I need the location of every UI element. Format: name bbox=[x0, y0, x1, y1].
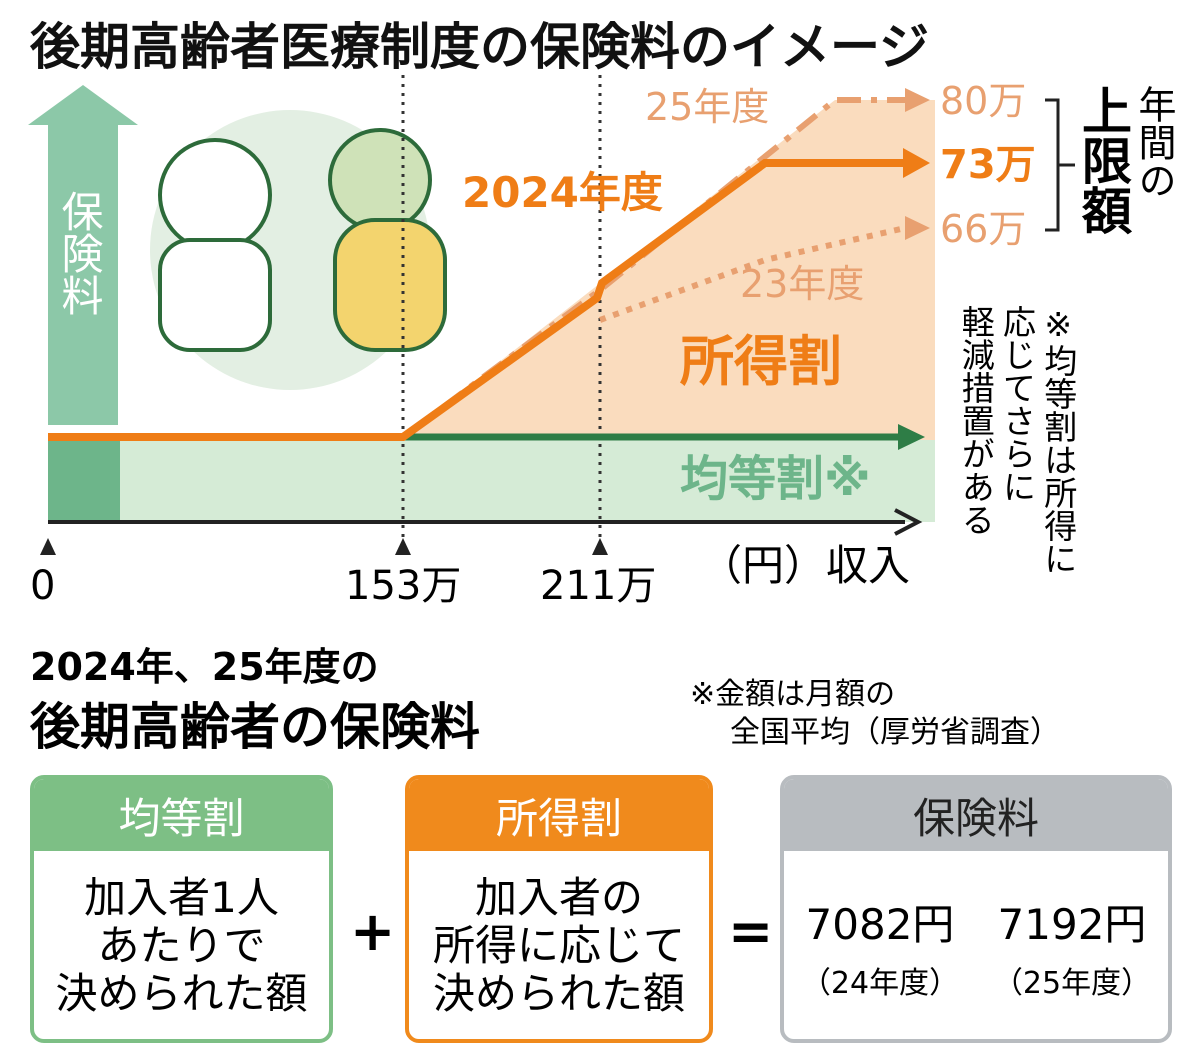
premium-year: （25年度） bbox=[992, 965, 1152, 1001]
income-share-label: 所得割 bbox=[680, 330, 842, 393]
marker-triangle bbox=[395, 538, 411, 555]
arrow-fy2024 bbox=[903, 148, 930, 178]
line-label: 2024年度 bbox=[462, 168, 663, 217]
note-line: 応じてさらに bbox=[997, 305, 1037, 503]
y-axis-label: 保険料 bbox=[55, 190, 104, 316]
premium-year: （24年度） bbox=[800, 965, 960, 1001]
premium-amount: 7082円 bbox=[805, 899, 955, 949]
diagram-note: ※均等割は所得に 応じてさらに 軽減措置がある bbox=[955, 305, 1079, 605]
premium: 7192円 （25年度） bbox=[993, 891, 1151, 1002]
box-line: 加入者1人 bbox=[84, 872, 279, 922]
operator: = bbox=[728, 900, 774, 963]
x-marker: 211万 bbox=[540, 563, 657, 609]
x-marker: 0 bbox=[30, 563, 56, 609]
x-axis-arrow bbox=[894, 508, 923, 536]
y-arrow-shaft bbox=[48, 125, 118, 425]
title: 後期高齢者医療制度の保険料のイメージ bbox=[30, 18, 929, 76]
cap-value: 66万 bbox=[940, 207, 1027, 251]
flat-area bbox=[48, 440, 935, 522]
box-header: 保険料 bbox=[784, 779, 1168, 851]
income-area bbox=[403, 100, 935, 440]
line-fy2023 bbox=[598, 225, 906, 323]
section-note: ※金額は月額の bbox=[690, 677, 896, 712]
marker-triangle bbox=[40, 538, 56, 555]
flat-share-label: 均等割※ bbox=[680, 451, 871, 507]
section-note: 全国平均（厚労省調査） bbox=[730, 715, 1060, 750]
box-line: 加入者の bbox=[474, 872, 643, 922]
box-header: 所得割 bbox=[409, 779, 709, 851]
section-subtitle: 2024年、25年度の bbox=[30, 645, 379, 689]
premium-amount: 7192円 bbox=[997, 899, 1147, 949]
x-marker: 153万 bbox=[345, 563, 462, 609]
box-line: 決められた額 bbox=[432, 969, 685, 1019]
cap-bracket bbox=[1045, 98, 1060, 232]
flat-arrow bbox=[898, 424, 925, 450]
income-box: 所得割 加入者の 所得に応じて 決められた額 bbox=[405, 775, 713, 1043]
box-line: あたりで bbox=[97, 920, 266, 970]
cap-label: 年間の bbox=[1132, 85, 1176, 199]
arrow-fy2023 bbox=[905, 216, 930, 240]
box-body: 7082円 （24年度） 7192円 （25年度） bbox=[784, 851, 1168, 1039]
note-line: 軽減措置がある bbox=[956, 305, 996, 536]
box-header: 均等割 bbox=[34, 779, 329, 851]
illustration bbox=[158, 128, 447, 352]
flat-box: 均等割 加入者1人 あたりで 決められた額 bbox=[30, 775, 333, 1043]
marker-triangle bbox=[592, 538, 608, 555]
premium: 7082円 （24年度） bbox=[801, 891, 959, 1002]
line-fy2024 bbox=[48, 159, 905, 441]
box-body: 加入者1人 あたりで 決められた額 bbox=[34, 851, 329, 1039]
cap-value: 80万 bbox=[940, 79, 1027, 123]
premium-box: 保険料 7082円 （24年度） 7192円 （25年度） bbox=[780, 775, 1172, 1043]
note-line: ※均等割は所得に bbox=[1038, 305, 1078, 575]
box-line: 決められた額 bbox=[55, 969, 308, 1019]
operator: + bbox=[350, 900, 396, 963]
line-label: 25年度 bbox=[645, 85, 770, 129]
line-label: 23年度 bbox=[740, 262, 865, 306]
cap-label: 上限額 bbox=[1074, 85, 1132, 235]
arrow-fy2025 bbox=[905, 88, 930, 112]
box-body: 加入者の 所得に応じて 決められた額 bbox=[409, 851, 709, 1039]
y-arrow-head bbox=[28, 85, 138, 125]
section-title: 後期高齢者の保険料 bbox=[30, 698, 480, 756]
diagram bbox=[28, 75, 1075, 555]
box-line: 所得に応じて bbox=[432, 920, 685, 970]
flat-area-dark bbox=[48, 440, 120, 522]
x-axis-label: （円）収入 bbox=[700, 541, 911, 590]
cap-value: 73万 bbox=[940, 142, 1036, 188]
